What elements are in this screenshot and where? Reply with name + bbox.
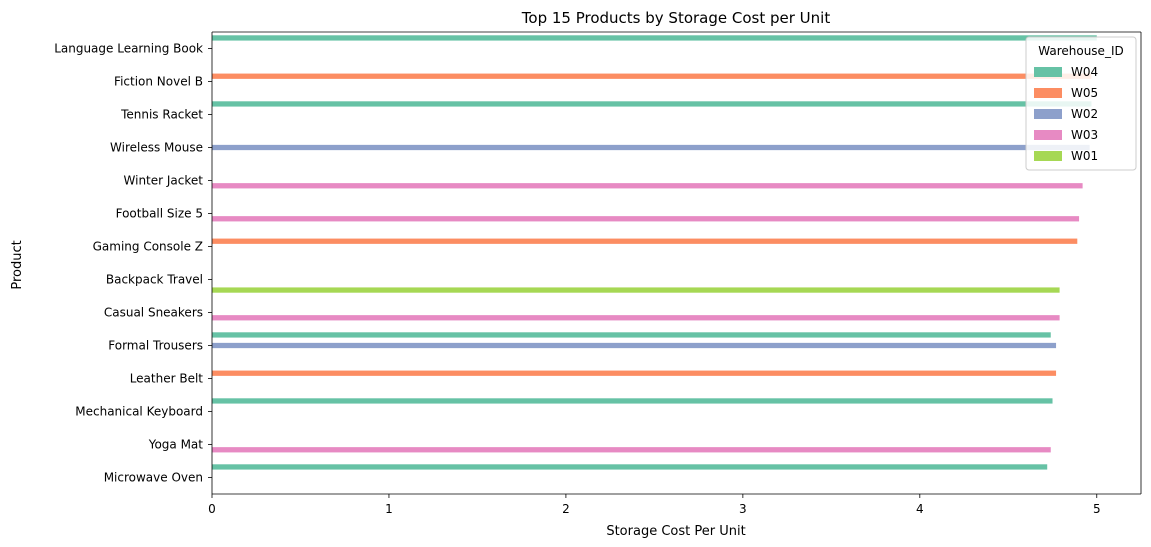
legend-swatch-w03 — [1034, 130, 1062, 140]
bar-w03-casual-sneakers — [212, 315, 1060, 321]
bar-w02-formal-trousers — [212, 342, 1057, 349]
x-tick-label: 0 — [208, 502, 216, 516]
x-tick-label: 4 — [916, 502, 924, 516]
y-tick-label: Mechanical Keyboard — [75, 405, 203, 419]
legend-label-w01: W01 — [1071, 149, 1098, 163]
bar-w03-winter-jacket — [212, 183, 1083, 189]
y-tick-label: Casual Sneakers — [104, 306, 203, 320]
x-tick-label: 3 — [739, 502, 747, 516]
y-tick-label: Backpack Travel — [106, 273, 203, 287]
y-tick-label: Gaming Console Z — [93, 240, 203, 254]
legend-swatch-w01 — [1034, 151, 1062, 161]
x-axis-label: Storage Cost Per Unit — [606, 524, 745, 539]
axes-layer: 0 1 2 3 4 5 Language Learning Book Fiction Nove… — [54, 31, 1142, 516]
legend-label-w03: W03 — [1071, 128, 1098, 142]
y-tick-label: Wireless Mouse — [110, 141, 203, 155]
bar-w05-leather-belt — [212, 370, 1057, 376]
y-tick-label: Language Learning Book — [54, 42, 203, 56]
legend-swatch-w04 — [1034, 67, 1062, 77]
y-tick-label: Formal Trousers — [108, 339, 203, 353]
bar-w03-yoga-mat — [212, 447, 1051, 453]
bars-layer — [212, 35, 1097, 470]
y-tick-label: Microwave Oven — [104, 471, 203, 485]
legend-swatch-w05 — [1034, 88, 1062, 98]
legend: Warehouse_ID W04 W05 W02 W03 W01 — [1025, 36, 1137, 171]
y-tick-label: Leather Belt — [130, 372, 204, 386]
bar-w01-backpack-travel — [212, 287, 1060, 293]
bar-w03-football-size-5 — [212, 216, 1080, 222]
bar-w04-tennis-racket — [212, 101, 1092, 107]
bar-w04-microwave-oven — [212, 464, 1048, 470]
legend-label-w04: W04 — [1071, 65, 1098, 79]
chart-title: Top 15 Products by Storage Cost per Unit — [521, 9, 831, 27]
bar-w05-fiction-novel-b — [212, 73, 1092, 79]
bar-w05-gaming-console-z — [212, 238, 1078, 244]
y-axis-label: Product — [10, 240, 25, 289]
legend-label-w02: W02 — [1071, 107, 1098, 121]
legend-title: Warehouse_ID — [1038, 44, 1123, 58]
x-tick-label: 2 — [562, 502, 570, 516]
bar-w02-wireless-mouse — [212, 144, 1090, 151]
bar-w04-formal-trousers — [212, 332, 1051, 338]
legend-label-w05: W05 — [1071, 86, 1098, 100]
bar-w04-mechanical-keyboard — [212, 398, 1053, 404]
y-tick-label: Football Size 5 — [116, 207, 203, 221]
y-tick-label: Tennis Racket — [120, 108, 203, 122]
bar-w04-language-learning-book — [212, 35, 1097, 41]
y-tick-label: Yoga Mat — [148, 438, 204, 452]
legend-swatch-w02 — [1034, 109, 1062, 119]
x-tick-label: 1 — [385, 502, 393, 516]
y-tick-label: Winter Jacket — [124, 174, 204, 188]
y-tick-label: Fiction Novel B — [114, 75, 203, 89]
x-tick-label: 5 — [1093, 502, 1101, 516]
